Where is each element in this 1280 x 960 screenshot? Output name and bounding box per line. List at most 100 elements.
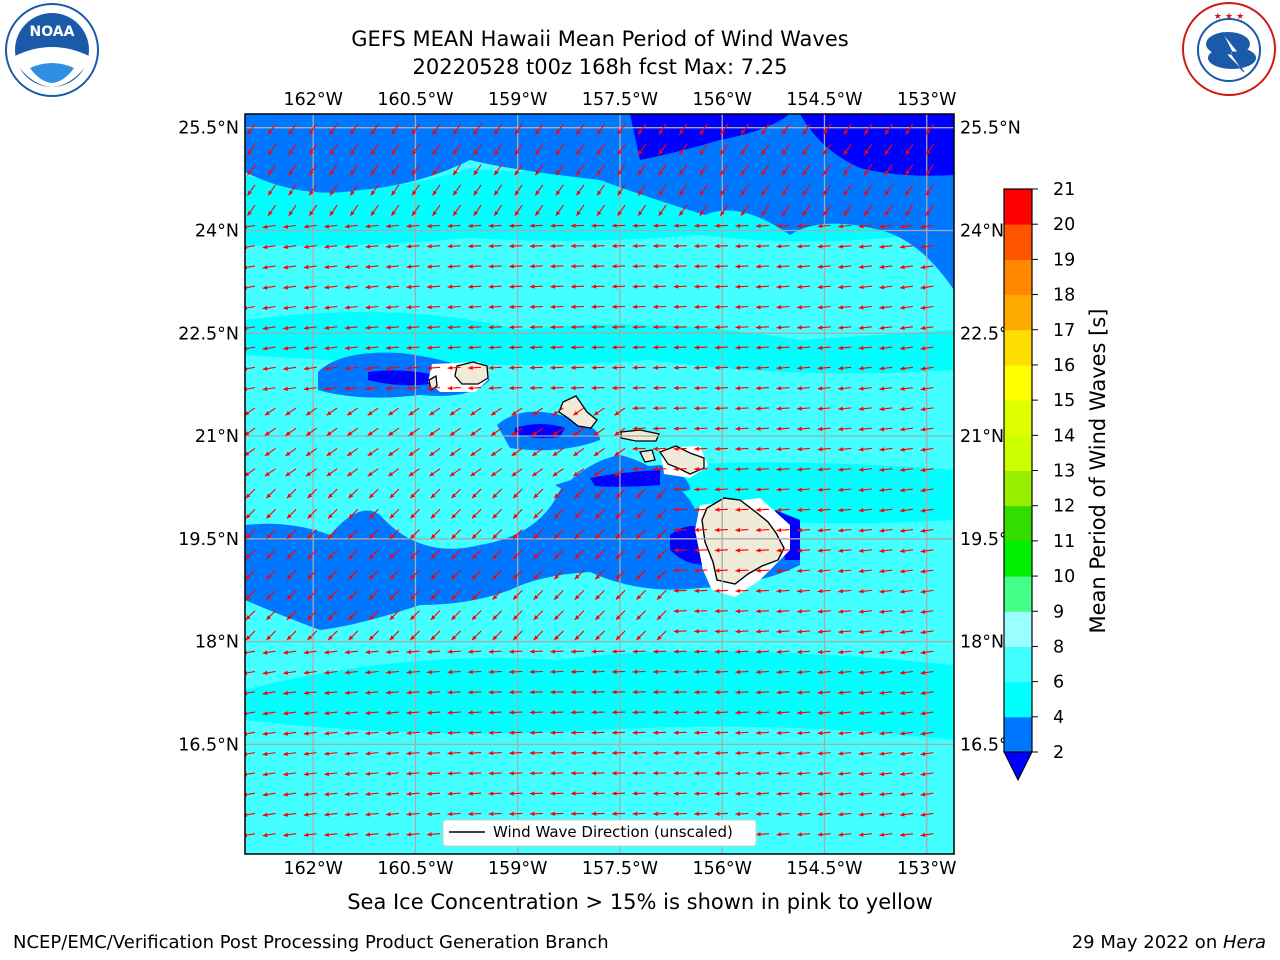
wind-arrow-head <box>264 451 270 456</box>
wind-arrow-head <box>899 711 905 716</box>
wind-arrow-head <box>385 832 391 837</box>
wind-arrow-head <box>406 365 412 371</box>
wind-arrow-head <box>817 548 823 553</box>
wind-arrow-head <box>858 731 864 736</box>
wind-arrow-head <box>858 386 864 391</box>
wind-arrow-head <box>430 594 436 600</box>
wind-arrow-head <box>309 129 314 135</box>
wind-arrow-head <box>529 689 535 695</box>
wind-arrow-head <box>513 615 518 620</box>
wind-arrow-head <box>714 264 720 269</box>
wind-arrow-head <box>262 265 268 270</box>
wind-arrow-head <box>309 210 314 216</box>
wind-arrow-head <box>797 811 802 817</box>
wind-arrow-head <box>324 710 330 716</box>
wind-arrow-head <box>817 649 823 655</box>
wind-arrow-head <box>245 431 250 436</box>
wind-arrow-head <box>529 243 535 249</box>
wind-arrow-head <box>858 751 864 756</box>
wind-arrow-head <box>370 190 376 196</box>
wind-arrow-head <box>385 284 391 290</box>
wind-arrow-head <box>344 690 350 695</box>
wind-arrow-head <box>597 129 602 135</box>
wind-arrow-head <box>838 447 843 452</box>
wind-arrow-head <box>612 243 617 249</box>
wind-arrow-head <box>920 751 926 756</box>
wind-arrow-head <box>365 751 371 756</box>
wind-arrow-head <box>632 669 638 674</box>
wind-arrow-head <box>468 365 473 370</box>
wind-arrow-head <box>509 264 514 269</box>
wind-arrow-head <box>632 304 638 309</box>
gridlines <box>245 114 954 854</box>
wind-arrow-head <box>550 304 555 309</box>
wind-arrow-head <box>797 507 802 513</box>
wind-arrow-head <box>286 635 292 641</box>
wind-arrow-head <box>535 170 540 176</box>
wind-arrow-head <box>344 832 350 837</box>
wind-arrow-head <box>735 385 741 391</box>
lon-label-bottom: 157.5°W <box>582 859 658 879</box>
wind-arrow-head <box>245 635 251 641</box>
wind-arrow-head <box>412 170 417 176</box>
wind-arrow-head <box>673 669 679 675</box>
lat-label-left: 16.5°N <box>178 735 239 755</box>
wind-arrow-head <box>817 528 823 533</box>
wind-arrow <box>245 650 256 654</box>
wind-arrow-head <box>617 190 622 196</box>
wind-arrow-head <box>529 385 535 391</box>
wind-arrow-head <box>776 771 782 776</box>
wind-arrow-head <box>797 467 802 472</box>
wind-arrow-head <box>797 487 802 492</box>
wind-arrow-head <box>920 244 926 250</box>
wind-arrow-head <box>329 129 335 135</box>
wind-arrow-head <box>879 467 885 472</box>
wind-arrow-head <box>529 730 535 735</box>
wind-arrow-head <box>328 534 333 539</box>
wind-arrow-head <box>550 243 555 249</box>
wind-arrow-head <box>591 345 597 350</box>
wind-arrow-head <box>550 284 555 289</box>
wind-arrow-head <box>776 345 782 350</box>
wind-arrow-head <box>920 366 926 371</box>
wind-arrow-head <box>817 487 823 492</box>
wind-arrow-head <box>694 588 699 593</box>
wind-arrow-head <box>817 568 823 574</box>
wind-arrow-head <box>699 129 705 135</box>
wind-arrow-head <box>324 345 330 351</box>
wind-arrow-head <box>899 650 905 655</box>
wind-arrow-head <box>782 170 787 176</box>
wind-arrow-head <box>570 730 576 735</box>
wind-arrow-head <box>694 284 699 289</box>
lon-label-bottom: 153°W <box>897 859 956 879</box>
wind-arrow-head <box>488 690 494 695</box>
wind-arrow-head <box>488 811 494 817</box>
wind-arrow-head <box>529 345 535 350</box>
wind-arrow-head <box>838 589 843 594</box>
wind-arrow-head <box>591 324 597 330</box>
wind-arrow-head <box>532 471 538 477</box>
wind-arrow-head <box>817 507 823 513</box>
wind-arrow-head <box>899 386 905 391</box>
wind-arrow-head <box>823 129 828 135</box>
wind-arrow-head <box>348 615 354 620</box>
wind-arrow-head <box>262 346 268 351</box>
wind-arrow-head <box>632 689 638 695</box>
wind-arrow-head <box>879 792 885 797</box>
wind-arrow-head <box>884 190 890 196</box>
wind-arrow-head <box>262 325 268 331</box>
wind-arrow-head <box>858 467 864 472</box>
wind-arrow-head <box>427 649 432 655</box>
wind-arrow-head <box>509 669 514 675</box>
wind-arrow-head <box>920 650 926 655</box>
wind-arrow-head <box>899 751 905 756</box>
wind-arrow-head <box>920 771 926 777</box>
wind-arrow-head <box>612 345 617 350</box>
wind-arrow-head <box>638 170 643 176</box>
lat-label-left: 25.5°N <box>178 119 239 139</box>
wind-arrow-head <box>838 670 843 675</box>
wind-arrow-head <box>673 304 679 310</box>
colorbar-tick-label: 19 <box>1053 250 1075 270</box>
wind-arrow-head <box>714 548 720 553</box>
wind-arrow-head <box>899 832 905 837</box>
